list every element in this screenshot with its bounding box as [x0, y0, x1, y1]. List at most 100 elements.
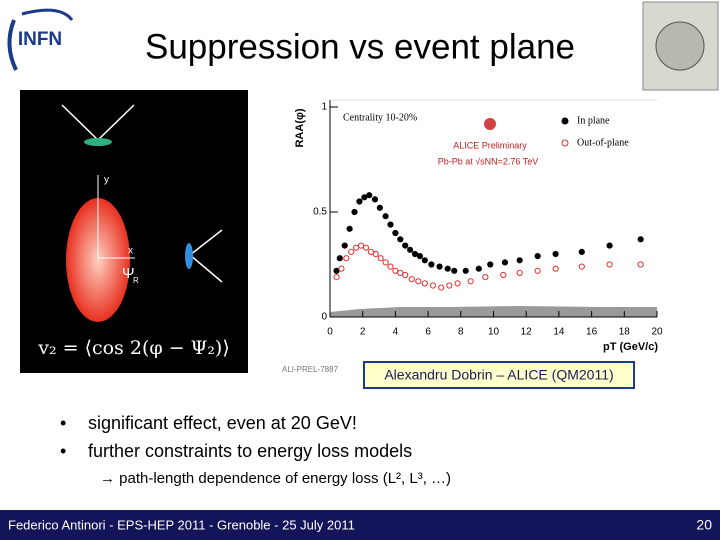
data-point — [454, 280, 461, 287]
data-point — [552, 250, 559, 258]
footer-bar — [0, 510, 720, 540]
diagram-panel — [20, 90, 248, 373]
x-label: x — [128, 246, 133, 257]
data-point — [353, 244, 360, 251]
alice-logo-mark — [484, 118, 496, 130]
legend-marker — [561, 117, 569, 125]
data-point — [415, 278, 422, 285]
data-point — [451, 267, 458, 274]
x-tick-label: 2 — [360, 327, 366, 338]
data-point — [446, 282, 453, 289]
data-point — [578, 263, 585, 270]
credit: Alexandru Dobrin – ALICE (QM2011) — [384, 367, 613, 383]
data-point — [382, 259, 389, 266]
data-point — [637, 261, 644, 268]
data-point — [516, 269, 523, 276]
psi-subscript: R — [133, 276, 139, 285]
logo-arc — [7, 19, 18, 71]
data-point — [606, 242, 613, 249]
x-tick-label: 0 — [327, 327, 333, 338]
y-label: y — [104, 175, 109, 186]
data-point — [387, 221, 394, 228]
annotation: ALI-PREL-7887 — [282, 365, 339, 374]
data-point — [372, 250, 379, 258]
legend-label: In plane — [577, 115, 610, 126]
data-point — [392, 229, 399, 237]
data-point — [534, 253, 541, 260]
footer-text: Federico Antinori - EPS-HEP 2011 - Greno… — [8, 517, 355, 532]
data-point — [357, 242, 365, 249]
data-point — [637, 236, 644, 243]
data-point — [397, 236, 404, 243]
data-point — [421, 280, 428, 287]
x-tick-label: 6 — [425, 327, 431, 338]
data-point — [382, 213, 389, 220]
data-point — [338, 265, 345, 272]
data-point — [475, 265, 482, 272]
data-point — [444, 265, 451, 272]
data-point — [397, 269, 404, 276]
data-point — [416, 253, 424, 260]
detector-patch — [84, 138, 112, 146]
logo-arc — [21, 8, 74, 22]
data-point — [408, 276, 415, 283]
data-point — [482, 274, 489, 281]
bullet: significant effect, even at 20 GeV! — [88, 413, 357, 433]
y-tick-label: 0.5 — [313, 207, 327, 218]
data-point — [552, 265, 559, 272]
data-point — [606, 261, 613, 268]
x-tick-label: 14 — [553, 327, 565, 338]
data-point — [346, 225, 353, 232]
data-point — [407, 246, 414, 253]
formula: v₂ = ⟨cos 2(φ − Ψ₂)⟩ — [37, 337, 230, 359]
x-tick-label: 8 — [458, 327, 464, 338]
data-point — [361, 194, 368, 201]
legend-label: Out-of-plane — [577, 137, 629, 148]
x-tick-label: 10 — [488, 327, 500, 338]
x-tick-label: 4 — [393, 327, 399, 338]
data-point — [501, 259, 509, 266]
data-point — [333, 274, 340, 281]
data-point — [351, 208, 358, 216]
page-number: 20 — [696, 517, 712, 533]
bullet: further constraints to energy loss model… — [88, 441, 412, 461]
data-point — [387, 263, 394, 270]
x-tick-label: 18 — [619, 327, 631, 338]
data-point — [462, 267, 469, 274]
data-point — [367, 248, 374, 255]
data-point — [402, 271, 409, 279]
annotation: ALICE Preliminary — [453, 140, 527, 150]
data-point — [366, 192, 373, 199]
data-point — [467, 278, 474, 285]
psi-label: Ψ — [122, 265, 135, 282]
data-point — [371, 196, 379, 203]
x-tick-label: 12 — [521, 327, 533, 338]
data-point — [438, 284, 445, 291]
logo-detector — [655, 21, 705, 71]
data-point — [377, 255, 384, 262]
data-point — [516, 257, 523, 264]
data-point — [348, 248, 355, 255]
x-tick-label: 20 — [651, 327, 663, 338]
x-tick-label: 16 — [586, 327, 598, 338]
data-point — [578, 248, 585, 255]
sub-bullet: → path-length dependence of energy loss … — [100, 470, 451, 487]
logo: INFN — [18, 29, 62, 50]
bullet-dot: • — [60, 441, 66, 461]
data-point — [336, 255, 343, 262]
data-point — [429, 282, 437, 289]
data-point — [500, 271, 507, 279]
y-axis-label: RAA(φ) — [294, 108, 306, 147]
annotation: Centrality 10-20% — [343, 112, 417, 123]
data-point — [534, 267, 541, 274]
overlap-region — [66, 198, 130, 322]
x-axis-label: pT (GeV/c) — [603, 341, 658, 353]
data-point — [436, 263, 443, 270]
data-point — [428, 261, 435, 268]
data-point — [411, 250, 419, 258]
legend-marker — [561, 139, 569, 147]
y-tick-label: 1 — [321, 102, 327, 113]
data-point — [487, 261, 494, 268]
bullet-dot: • — [60, 413, 66, 433]
